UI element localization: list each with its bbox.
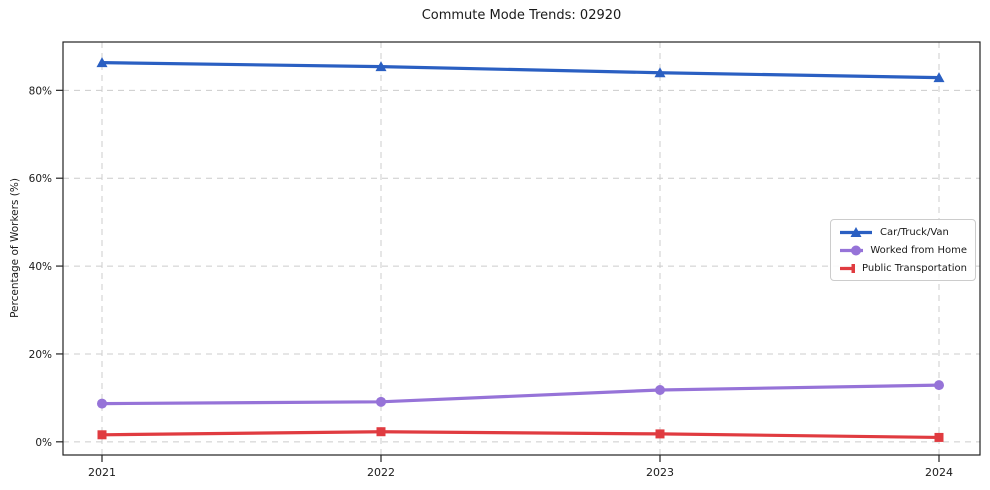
series-marker-square <box>655 429 665 439</box>
series-marker-triangle <box>933 72 945 83</box>
legend-circle-icon <box>840 245 864 255</box>
series-marker-square <box>97 430 107 440</box>
series-marker-square <box>376 427 386 437</box>
series-marker-circle <box>97 398 107 409</box>
x-tick-label: 2021 <box>88 466 116 479</box>
legend-triangle-icon <box>840 226 872 237</box>
series-line-public-transportation <box>100 430 941 440</box>
series-marker-square <box>934 432 944 442</box>
axes-frame <box>62 41 981 456</box>
series-marker-triangle <box>96 57 108 68</box>
legend-item: Worked from Home <box>839 244 967 257</box>
legend-label: Public Transportation <box>862 262 967 274</box>
legend-label: Worked from Home <box>870 244 967 256</box>
legend-label: Car/Truck/Van <box>880 226 949 238</box>
legend-marker-square <box>851 263 856 273</box>
series-marker-circle <box>376 396 386 407</box>
legend-marker-circle <box>851 245 861 255</box>
y-tick-label: 40% <box>29 261 52 273</box>
series-line-worked-from-home <box>100 383 941 406</box>
series-marker-circle <box>655 384 665 395</box>
y-tick-label: 20% <box>29 349 52 361</box>
series-marker-triangle <box>654 67 666 78</box>
y-tick-label: 60% <box>29 173 52 185</box>
series-marker-triangle <box>375 61 387 72</box>
y-tick-label: 80% <box>29 85 52 97</box>
series-line-car-truck-van <box>100 61 941 80</box>
series-marker-circle <box>934 380 944 391</box>
chart-title: Commute Mode Trends: 02920 <box>421 8 622 23</box>
y-tick-label: 0% <box>35 437 52 449</box>
x-tick-label: 2024 <box>925 466 953 479</box>
legend-marker-triangle <box>850 226 862 237</box>
legend: Car/Truck/Van Worked from Home Public Tran… <box>830 219 976 281</box>
legend-item: Car/Truck/Van <box>839 226 967 239</box>
x-tick-label: 2023 <box>646 466 674 479</box>
x-tick-label: 2022 <box>367 466 395 479</box>
legend-square-icon <box>840 263 856 273</box>
legend-item: Public Transportation <box>839 262 967 275</box>
